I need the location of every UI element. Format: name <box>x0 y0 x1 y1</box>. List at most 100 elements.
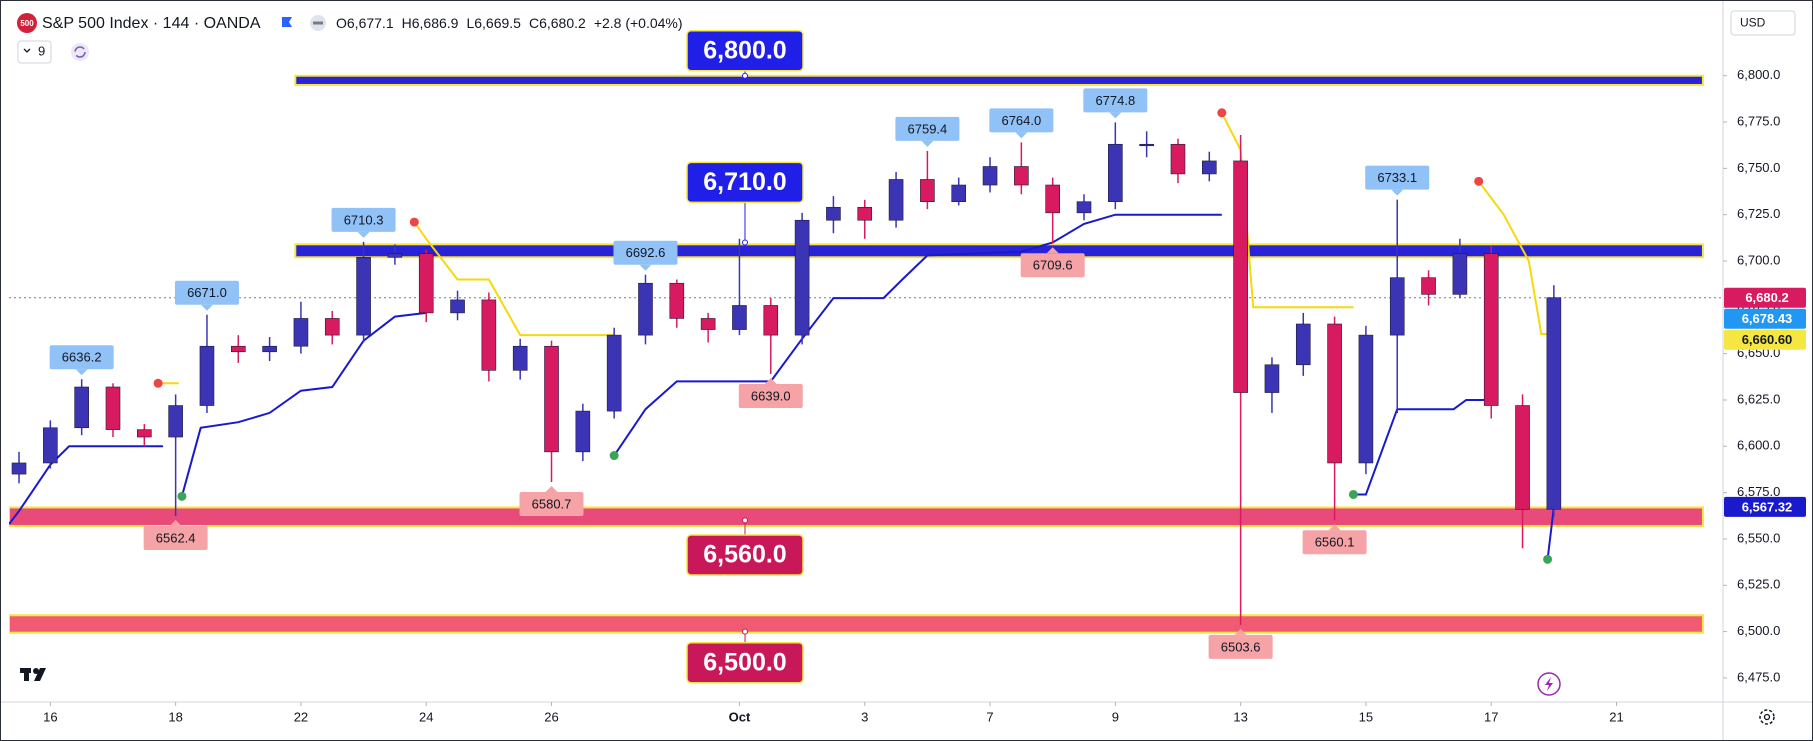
tv-logo[interactable] <box>20 668 46 681</box>
trend-flip-dot <box>409 217 419 227</box>
settings-icon-center <box>1763 713 1771 721</box>
refresh-icon[interactable] <box>71 43 89 61</box>
annotation-label: 6503.6 <box>1221 639 1261 654</box>
chart-title[interactable]: S&P 500 Index · 144 · OANDA <box>42 15 261 32</box>
settings-icon[interactable] <box>1759 709 1775 725</box>
annotation-label: 6639.0 <box>751 388 791 403</box>
candle-body <box>1295 323 1311 366</box>
candle-body <box>418 253 434 314</box>
annotation-label: 6562.4 <box>156 530 196 545</box>
x-tick-label: 21 <box>1609 709 1623 724</box>
logo-part <box>33 668 39 674</box>
trend-flip-dot <box>609 451 619 461</box>
trend-flip-dot <box>1474 176 1484 186</box>
annotation-pointer <box>1328 524 1341 531</box>
trend-flip-dot <box>1348 489 1358 499</box>
annotation-box <box>519 492 584 517</box>
overlay: 500 S&P 500 Index · 144 · OANDA O6,677.1… <box>17 10 1796 725</box>
annotation-label: 6710.3 <box>344 212 384 227</box>
alert-bolt <box>1545 677 1553 691</box>
candle-body <box>575 410 591 453</box>
x-tick-label: 15 <box>1359 709 1373 724</box>
candle-body <box>1483 253 1499 406</box>
logo-part <box>24 668 29 681</box>
annotation-label: 6636.2 <box>62 350 102 365</box>
annotation-box <box>989 108 1054 133</box>
annotation-label: 6692.6 <box>626 245 666 260</box>
ohlc-value: 6,677.1 <box>347 15 394 31</box>
x-tick-label: 13 <box>1233 709 1247 724</box>
y-tick-label: 6,575.0 <box>1737 484 1780 499</box>
indicator-box[interactable] <box>17 40 52 64</box>
trend-flip-dot <box>1543 554 1553 564</box>
annotation-pointer <box>1015 132 1028 139</box>
zone-anchor <box>742 628 748 635</box>
candle-body <box>1452 253 1468 295</box>
y-tick-label: 6,750.0 <box>1737 160 1780 175</box>
candle-body <box>1233 160 1248 393</box>
candle-body <box>1327 323 1342 464</box>
currency-box[interactable] <box>1730 10 1796 36</box>
annotation-box <box>174 280 239 305</box>
y-tick-label: 6,600.0 <box>1737 438 1780 453</box>
currency: USD <box>1740 16 1766 30</box>
annotation-pointer <box>200 304 213 311</box>
annotation-pointer <box>764 378 777 385</box>
symbol-badge[interactable] <box>17 13 37 33</box>
x-tick-label: 7 <box>986 709 993 724</box>
price-label: 6,678.43 <box>1742 311 1793 326</box>
candle-body <box>982 166 998 186</box>
zone-label-box <box>686 29 804 72</box>
symbol-badge-text: 500 <box>20 19 34 28</box>
annotation-pointer <box>1234 628 1247 635</box>
ohlc-change: +2.8 (+0.04%) <box>594 15 683 31</box>
zone <box>294 74 1704 86</box>
candle-body <box>1264 364 1280 393</box>
annotation-label: 6733.1 <box>1377 170 1417 185</box>
chevron-icon <box>23 48 31 53</box>
ohlc-key: O <box>336 15 347 31</box>
annotation-pointer <box>357 231 370 238</box>
annotation-box <box>738 384 803 409</box>
plot-area <box>9 74 1723 634</box>
zone <box>9 506 1704 527</box>
y-tick-label: 6,525.0 <box>1737 577 1780 592</box>
annotation-box <box>1020 253 1085 278</box>
candle-body <box>512 345 528 371</box>
x-tick-label: 24 <box>419 709 433 724</box>
annotation-label: 6709.6 <box>1033 258 1073 273</box>
supertrend-line <box>158 112 1554 385</box>
candle-body <box>74 386 89 429</box>
price-label-box <box>1724 308 1806 329</box>
x-tick-label: 3 <box>861 709 868 724</box>
y-tick-label: 6,500.0 <box>1737 623 1780 638</box>
zone <box>9 614 1704 634</box>
zone-label: 6,560.0 <box>703 541 786 569</box>
annotation-box <box>331 207 396 232</box>
ohlc-value: 6,669.5 <box>474 15 521 31</box>
zone-label-box <box>686 641 804 684</box>
price-label: 6,680.2 <box>1745 290 1788 305</box>
annotation-pointer <box>1391 189 1404 196</box>
zone-anchor <box>742 72 748 79</box>
candle-body <box>43 427 58 464</box>
annotation-label: 6774.8 <box>1095 93 1135 108</box>
candle-body <box>1358 334 1374 464</box>
zone-label: 6,500.0 <box>703 648 786 676</box>
y-tick-label: 6,625.0 <box>1737 391 1780 406</box>
price-label: 6,660.60 <box>1742 332 1793 347</box>
candle-body <box>356 256 371 336</box>
candle-body <box>638 282 653 336</box>
flag-icon[interactable] <box>282 17 292 27</box>
candle-body <box>1202 160 1217 175</box>
candle-body <box>1421 277 1436 295</box>
y-tick-label: 6,800.0 <box>1737 67 1780 82</box>
annotation-box <box>1365 165 1430 190</box>
annotation-box <box>143 525 208 550</box>
ohlc-key: L <box>466 15 474 31</box>
candle-body <box>168 405 183 438</box>
price-label: 6,567.32 <box>1742 499 1793 514</box>
x-tick-label: 26 <box>544 709 558 724</box>
